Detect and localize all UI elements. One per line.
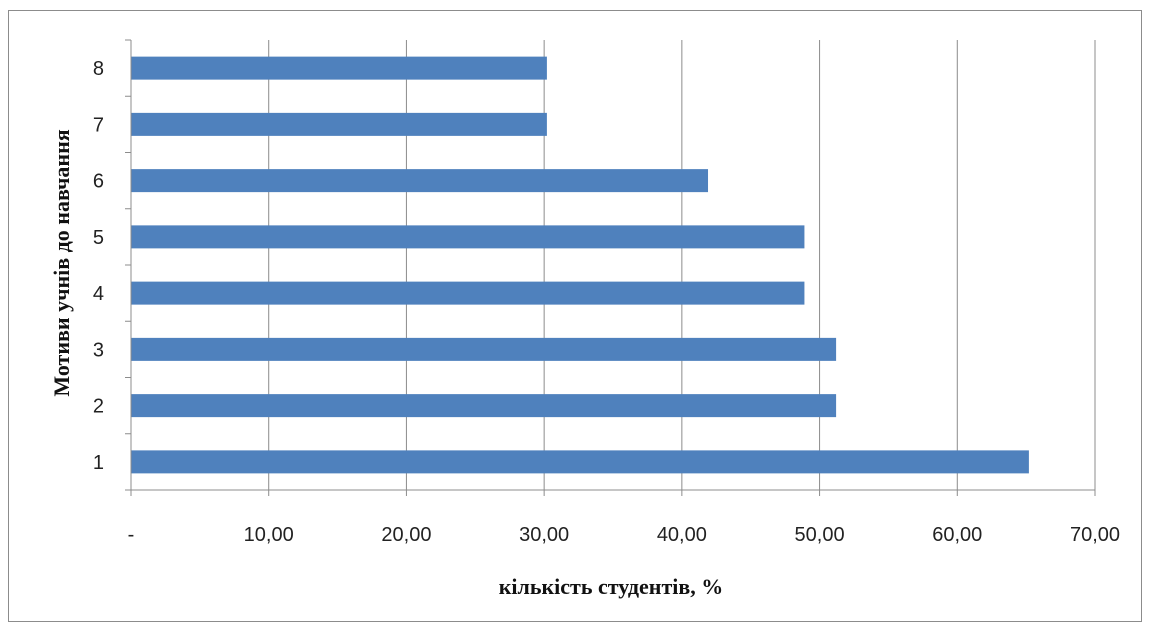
x-tick-label: 70,00	[1070, 524, 1120, 546]
bar-2	[131, 394, 837, 418]
y-tick-label: 2	[93, 396, 104, 418]
bars	[131, 56, 1029, 474]
y-tick-label: 4	[93, 283, 104, 305]
y-tick-label: 1	[93, 452, 104, 474]
x-tick-label: 20,00	[381, 524, 431, 546]
bar-3	[131, 337, 837, 361]
y-tick-label: 6	[93, 171, 104, 193]
y-tick-label: 5	[93, 227, 104, 249]
y-tick-labels: 1 2 3 4 5 6 7 8	[93, 58, 104, 474]
bar-7	[131, 112, 547, 136]
x-tick-label: 10,00	[244, 524, 294, 546]
x-axis-title: кількість студентів, %	[499, 574, 724, 599]
bar-4	[131, 281, 805, 305]
bar-8	[131, 56, 547, 80]
bar-6	[131, 169, 709, 193]
y-tick-label: 8	[93, 58, 104, 80]
y-tick-label: 3	[93, 339, 104, 361]
x-tick-labels: - 10,00 20,00 30,00 40,00 50,00 60,00 70,00	[128, 524, 1120, 546]
chart-frame	[8, 10, 1142, 622]
y-axis-title: Мотиви учнів до навчання	[49, 129, 74, 396]
gridlines	[130, 40, 1096, 496]
x-tick-label: 50,00	[795, 524, 845, 546]
bar-1	[131, 450, 1029, 474]
x-tick-label: 60,00	[932, 524, 982, 546]
axes	[125, 39, 1095, 491]
y-tick-label: 7	[93, 114, 104, 136]
bar-5	[131, 225, 805, 249]
x-tick-label: -	[128, 524, 135, 546]
x-tick-label: 30,00	[519, 524, 569, 546]
x-tick-label: 40,00	[657, 524, 707, 546]
